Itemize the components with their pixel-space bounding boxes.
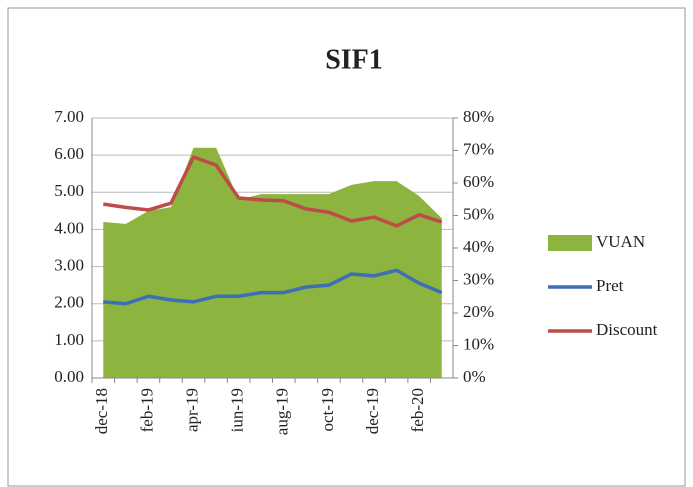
x-tick-label: iun-19 [228, 388, 247, 432]
y-tick-label: 3.00 [54, 255, 84, 274]
y-tick-label: 4.00 [54, 218, 84, 237]
x-tick-label: dec-19 [363, 388, 382, 434]
y2-tick-label: 40% [463, 237, 494, 256]
y-tick-label: 7.00 [54, 107, 84, 126]
legend-label: VUAN [596, 232, 645, 251]
x-tick-label: aug-19 [273, 388, 292, 435]
chart-title: SIF1 [325, 44, 383, 75]
y2-tick-label: 10% [463, 334, 494, 353]
x-tick-label: dec-18 [92, 388, 111, 434]
area [103, 147, 442, 378]
legend-swatch [548, 235, 592, 251]
y2-tick-label: 50% [463, 204, 494, 223]
x-tick-label: feb-19 [137, 388, 156, 432]
y2-tick-label: 80% [463, 107, 494, 126]
y2-tick-label: 60% [463, 172, 494, 191]
x-tick-label: apr-19 [182, 388, 201, 432]
y-tick-label: 2.00 [54, 293, 84, 312]
legend-label: Pret [596, 276, 624, 295]
y-tick-label: 6.00 [54, 144, 84, 163]
line [103, 268, 443, 306]
line [103, 155, 443, 228]
x-tick-label: feb-20 [408, 388, 427, 432]
y2-tick-label: 20% [463, 302, 494, 321]
x-tick-label: oct-19 [318, 388, 337, 431]
y-tick-label: 0.00 [54, 367, 84, 386]
y2-tick-label: 30% [463, 269, 494, 288]
legend-label: Discount [596, 320, 658, 339]
y-tick-label: 1.00 [54, 330, 84, 349]
y2-tick-label: 70% [463, 139, 494, 158]
y-tick-label: 5.00 [54, 181, 84, 200]
y2-tick-label: 0% [463, 367, 486, 386]
